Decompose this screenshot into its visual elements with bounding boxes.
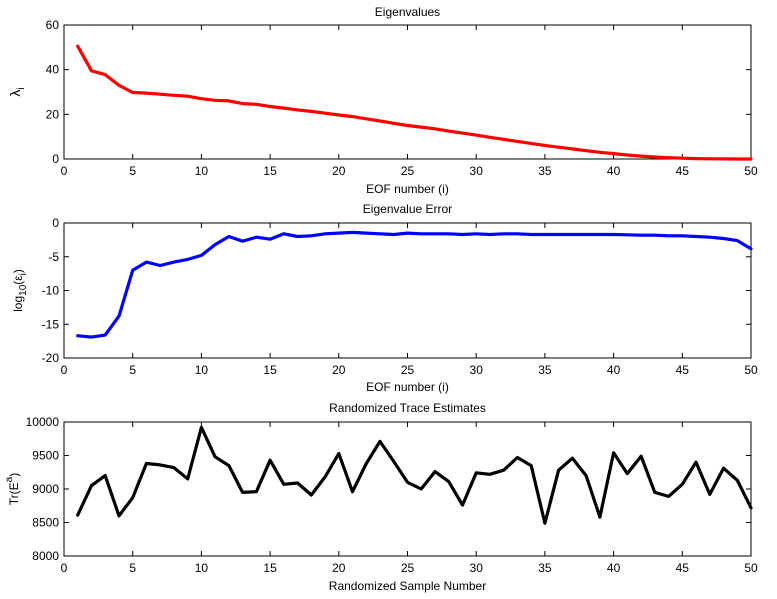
- eigenvalue-error-panel: 0 5 10 15 20 25 30 35 40 45 50 -20 -15 -10 -5 0 Eigenval…: [11, 202, 758, 394]
- eigenvalue-error-y-tick-label: -10: [42, 284, 60, 298]
- trace-estimates-series-line: [76, 425, 753, 525]
- eigenvalues-x-tick-label: 40: [607, 164, 621, 178]
- trace-estimates-x-tick-label: 15: [263, 561, 277, 575]
- trace-estimates-x-axis-label: Randomized Sample Number: [329, 579, 486, 593]
- trace-estimates-x-tick-label: 5: [129, 561, 136, 575]
- eigenvalue-error-x-tick-label: 30: [470, 363, 484, 377]
- eigenvalues-panel: 0 5 10 15 20 25 30 35 40 45 50 0 20 40 60 Eigenvalues EO…: [7, 5, 758, 196]
- eigenvalues-series-line: [76, 44, 753, 161]
- trace-estimates-y-tick-label: 9500: [32, 449, 59, 463]
- eigenvalues-y-tick-label: 60: [46, 18, 60, 32]
- eigenvalue-error-series-line: [76, 230, 753, 339]
- trace-estimates-x-tick-label: 20: [332, 561, 346, 575]
- eigenvalues-x-tick-label: 50: [744, 164, 758, 178]
- eigenvalue-error-x-tick-label: 35: [538, 363, 552, 377]
- eigenvalues-y-axis-label: λi: [7, 87, 27, 96]
- trace-estimates-x-tick-label: 45: [676, 561, 690, 575]
- eigenvalues-axes-box: [63, 24, 752, 160]
- eigenvalues-x-tick-label: 25: [401, 164, 415, 178]
- eigenvalue-error-y-tick-label: -20: [42, 351, 60, 365]
- eigenvalues-y-tick-label: 0: [52, 152, 59, 166]
- trace-estimates-y-tick-label: 10000: [26, 415, 60, 429]
- eigenvalues-y-tick-label: 40: [46, 63, 60, 77]
- trace-estimates-y-axis-label: Tr(Ea): [4, 473, 21, 505]
- eigenvalues-x-tick-label: 20: [332, 164, 346, 178]
- trace-estimates-axes-box: [63, 421, 752, 557]
- trace-estimates-y-tick-label: 9000: [32, 482, 59, 496]
- trace-estimates-x-tick-label: 40: [607, 561, 621, 575]
- eigenvalues-title: Eigenvalues: [375, 5, 440, 19]
- eigenvalues-x-tick-label: 10: [195, 164, 209, 178]
- eigenvalues-y-tick-label: 20: [46, 107, 60, 121]
- trace-estimates-x-tick-label: 0: [61, 561, 68, 575]
- eigenvalue-error-axes-box: [63, 222, 752, 359]
- eigenvalue-error-x-tick-label: 0: [61, 363, 68, 377]
- trace-estimates-x-tick-label: 50: [744, 561, 758, 575]
- eigenvalues-x-tick-label: 5: [129, 164, 136, 178]
- eigenvalue-error-x-tick-label: 50: [744, 363, 758, 377]
- eigenvalues-x-tick-label: 45: [676, 164, 690, 178]
- eigenvalues-x-tick-label: 15: [263, 164, 277, 178]
- eigenvalue-error-x-tick-label: 40: [607, 363, 621, 377]
- trace-estimates-x-tick-label: 25: [401, 561, 415, 575]
- eigenvalue-error-x-axis-label: EOF number (i): [366, 380, 449, 394]
- trace-estimates-x-tick-label: 30: [470, 561, 484, 575]
- eigenvalue-error-y-axis-label: log10(εi): [11, 269, 29, 312]
- trace-estimates-y-tick-label: 8500: [32, 516, 59, 530]
- eigenvalues-x-tick-label: 30: [470, 164, 484, 178]
- trace-estimates-x-tick-label: 10: [195, 561, 209, 575]
- trace-estimates-title: Randomized Trace Estimates: [329, 401, 486, 415]
- eigenvalue-error-y-tick-label: -15: [42, 317, 60, 331]
- eigenvalue-error-x-tick-label: 20: [332, 363, 346, 377]
- eigenvalue-error-y-tick-label: 0: [52, 216, 59, 230]
- eigenvalue-error-x-tick-label: 25: [401, 363, 415, 377]
- trace-estimates-panel: 0 5 10 15 20 25 30 35 40 45 50 8000 8500 9000 9500 1000…: [4, 401, 758, 593]
- eigenvalue-error-x-tick-label: 45: [676, 363, 690, 377]
- eigenvalue-error-x-tick-label: 15: [263, 363, 277, 377]
- eigenvalues-x-tick-label: 0: [61, 164, 68, 178]
- eigenvalue-error-y-tick-label: -5: [48, 250, 59, 264]
- eigenvalues-x-tick-label: 35: [538, 164, 552, 178]
- eigenvalues-x-axis-label: EOF number (i): [366, 182, 449, 196]
- eigenvalue-error-x-tick-label: 10: [195, 363, 209, 377]
- eigenvalue-error-title: Eigenvalue Error: [363, 202, 452, 216]
- eigenvalue-error-x-tick-label: 5: [129, 363, 136, 377]
- trace-estimates-y-tick-label: 8000: [32, 549, 59, 563]
- trace-estimates-x-tick-label: 35: [538, 561, 552, 575]
